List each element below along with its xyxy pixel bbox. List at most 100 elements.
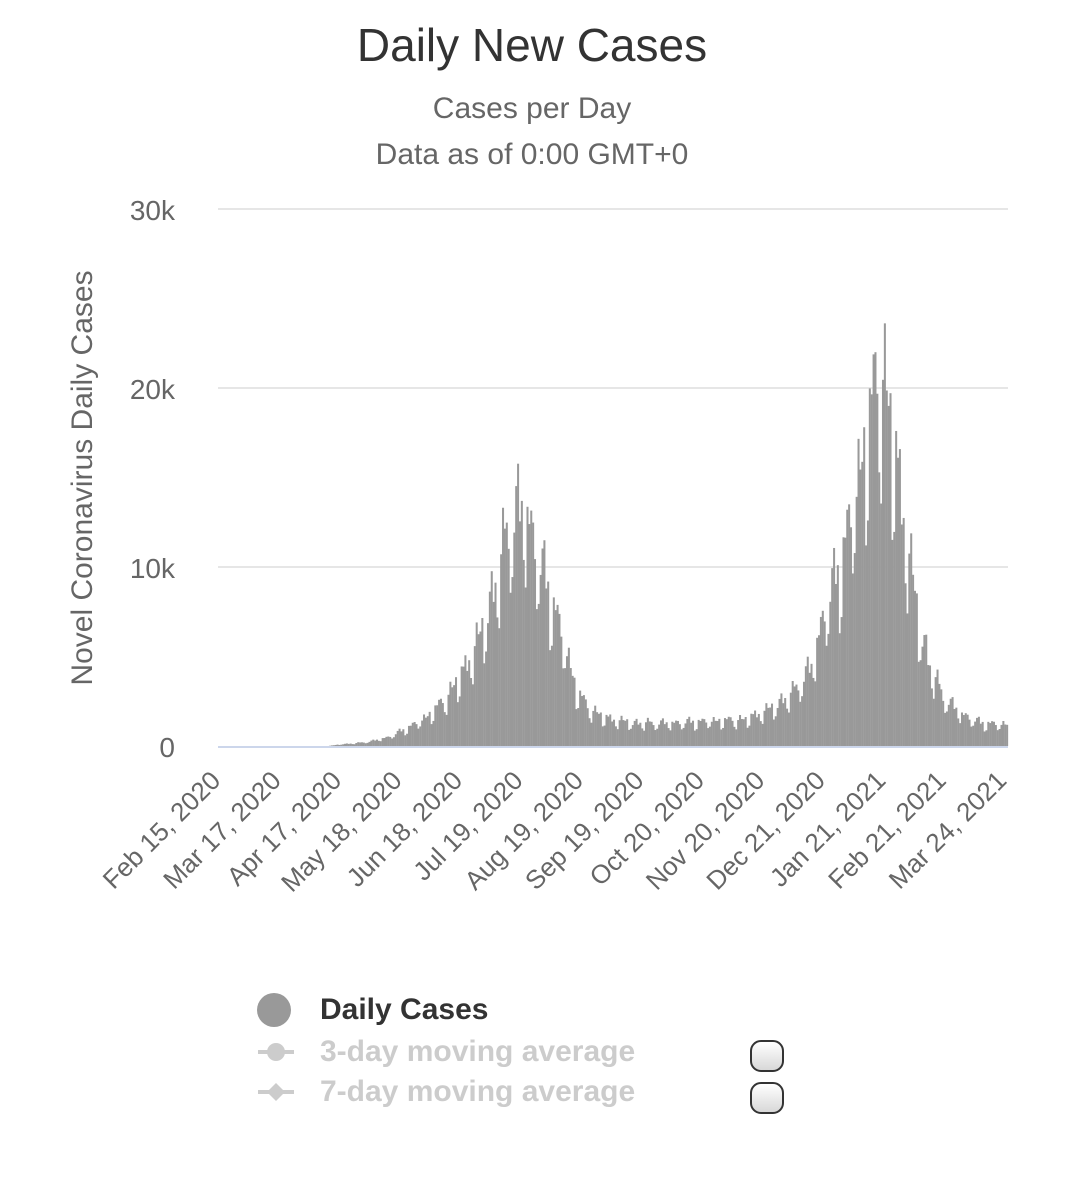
bar[interactable] (697, 719, 700, 746)
bar[interactable] (842, 537, 845, 746)
bar[interactable] (673, 722, 676, 746)
bar[interactable] (475, 622, 478, 746)
legend-item-3day-average[interactable]: 3-day moving average (256, 1032, 635, 1072)
bar[interactable] (772, 719, 775, 746)
bar[interactable] (654, 730, 657, 746)
bar[interactable] (535, 609, 538, 746)
bar[interactable] (513, 532, 516, 746)
bar[interactable] (520, 500, 523, 746)
bar[interactable] (755, 717, 758, 746)
bar[interactable] (887, 405, 890, 746)
bar[interactable] (396, 730, 399, 746)
bar[interactable] (740, 719, 743, 746)
bar[interactable] (857, 438, 860, 746)
bar[interactable] (853, 553, 856, 746)
bar[interactable] (814, 681, 817, 746)
bar[interactable] (712, 717, 715, 746)
bar[interactable] (944, 712, 947, 746)
bar[interactable] (398, 728, 401, 746)
bar[interactable] (370, 740, 373, 746)
bar[interactable] (942, 700, 945, 746)
bar[interactable] (453, 685, 456, 746)
bar[interactable] (522, 559, 525, 746)
bar[interactable] (810, 663, 813, 746)
bar[interactable] (562, 668, 565, 746)
bar[interactable] (940, 689, 943, 746)
bar[interactable] (590, 722, 593, 746)
bar[interactable] (601, 726, 604, 746)
bar[interactable] (344, 743, 347, 746)
bar[interactable] (355, 743, 358, 746)
bar[interactable] (537, 603, 540, 746)
bar[interactable] (481, 618, 484, 746)
bar[interactable] (897, 457, 900, 746)
bar[interactable] (663, 724, 666, 746)
bar[interactable] (607, 716, 610, 746)
bar[interactable] (972, 725, 975, 746)
bar[interactable] (496, 617, 499, 746)
bar[interactable] (434, 705, 437, 746)
bar[interactable] (564, 668, 567, 746)
bar[interactable] (556, 604, 559, 746)
bar[interactable] (539, 574, 542, 746)
bar[interactable] (360, 742, 363, 746)
bar[interactable] (983, 731, 986, 746)
bar[interactable] (389, 736, 392, 746)
bar[interactable] (330, 745, 333, 746)
bar[interactable] (699, 720, 702, 746)
bar[interactable] (483, 663, 486, 746)
bar[interactable] (575, 709, 578, 746)
bar[interactable] (417, 728, 420, 746)
bar[interactable] (505, 522, 508, 746)
bar[interactable] (786, 708, 789, 746)
bar[interactable] (960, 712, 964, 746)
bar[interactable] (688, 716, 691, 746)
bar[interactable] (424, 717, 427, 746)
bar[interactable] (528, 524, 531, 746)
bar[interactable] (637, 724, 640, 746)
bar[interactable] (750, 713, 753, 746)
bar[interactable] (439, 698, 442, 746)
bar[interactable] (686, 718, 689, 746)
bar[interactable] (771, 703, 774, 746)
bar[interactable] (676, 720, 679, 746)
bar[interactable] (545, 588, 548, 746)
bar[interactable] (757, 713, 760, 746)
bar[interactable] (353, 744, 356, 746)
bar[interactable] (351, 744, 354, 746)
bar[interactable] (665, 722, 668, 746)
bar[interactable] (953, 708, 956, 746)
bar[interactable] (460, 666, 463, 746)
bar[interactable] (774, 716, 777, 746)
bar[interactable] (791, 681, 794, 746)
bar[interactable] (374, 740, 377, 746)
bar[interactable] (945, 711, 948, 746)
bar[interactable] (423, 714, 426, 746)
bar[interactable] (629, 728, 632, 746)
bar[interactable] (385, 736, 388, 746)
bar[interactable] (567, 647, 570, 746)
bar[interactable] (974, 721, 977, 746)
bar[interactable] (780, 693, 783, 746)
bar[interactable] (870, 394, 873, 746)
bar[interactable] (731, 720, 734, 746)
bar[interactable] (543, 540, 546, 746)
bar[interactable] (865, 545, 868, 746)
bar[interactable] (793, 686, 796, 746)
bar[interactable] (930, 688, 933, 746)
bar[interactable] (682, 727, 685, 746)
bar[interactable] (404, 735, 407, 746)
bar[interactable] (436, 705, 439, 746)
bar[interactable] (723, 718, 727, 746)
bar[interactable] (573, 677, 576, 746)
bar[interactable] (596, 712, 599, 746)
bar[interactable] (609, 714, 612, 746)
bar[interactable] (966, 714, 969, 746)
bar[interactable] (447, 694, 450, 746)
bar[interactable] (742, 719, 745, 746)
bar[interactable] (368, 741, 371, 746)
bar[interactable] (733, 726, 736, 746)
bar[interactable] (816, 637, 819, 746)
bar[interactable] (605, 714, 608, 746)
bar[interactable] (705, 722, 708, 746)
